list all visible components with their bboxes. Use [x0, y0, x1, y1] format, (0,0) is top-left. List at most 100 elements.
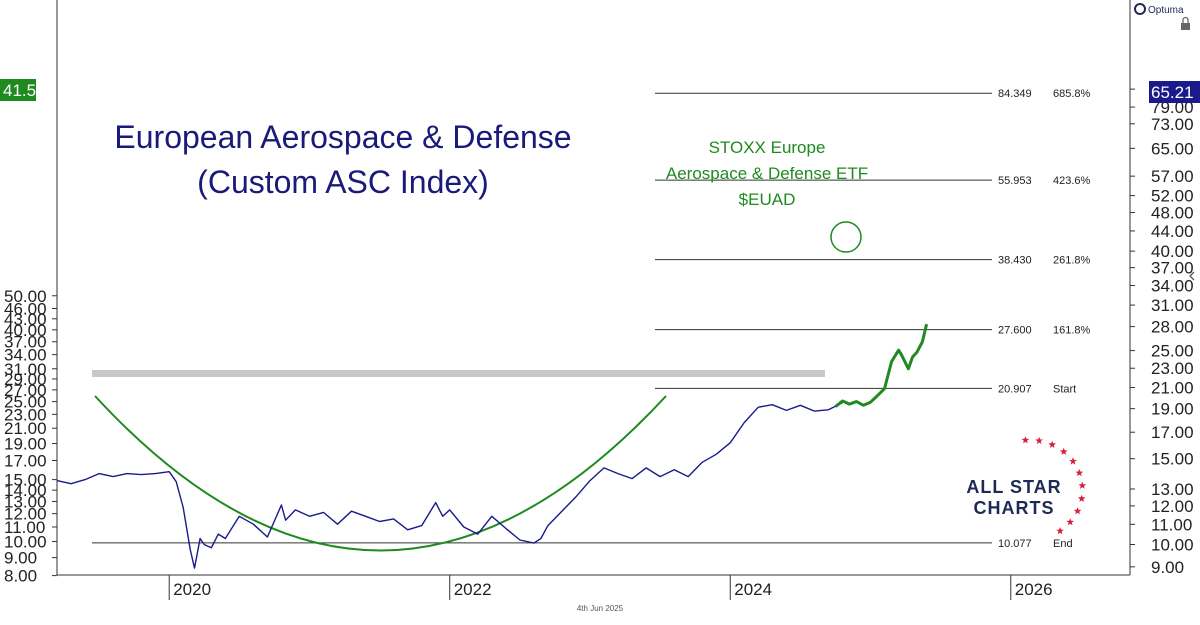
collapse-arrow-icon[interactable]: [1189, 271, 1195, 281]
right-tick-label: 37.00: [1151, 259, 1194, 278]
left-tick-label: 37.00: [4, 333, 47, 352]
etf-label-line1: STOXX Europe: [709, 138, 826, 157]
index-series-line: [56, 402, 843, 569]
left-tick-label: 11.00: [4, 518, 45, 537]
logo-star: [1048, 440, 1056, 448]
left-tick-label: 15.00: [4, 471, 47, 490]
left-tick-label: 9.00: [4, 549, 37, 568]
right-tick-label: 19.00: [1151, 400, 1194, 419]
chart-title: European Aerospace & Defense: [114, 119, 571, 155]
right-last-value-badge: [1149, 81, 1200, 103]
breakout-circle: [830, 221, 862, 253]
resistance-band: [92, 370, 825, 377]
fib-level-label: 685.8%: [1053, 88, 1091, 100]
left-last-value-badge: [0, 79, 36, 101]
right-tick-label: 40.00: [1151, 242, 1194, 261]
right-tick-label: 34.00: [1151, 277, 1194, 296]
left-axis: 50.0046.0043.0040.0037.0034.0031.0029.00…: [4, 287, 57, 586]
right-tick-label: 52.00: [1151, 187, 1194, 206]
fib-level-label: End: [1053, 538, 1073, 550]
right-axis: 86.0079.0073.0065.0057.0052.0048.0044.00…: [1130, 80, 1194, 577]
fib-level-value: 10.077: [998, 538, 1032, 550]
left-tick-label: 17.00: [4, 452, 47, 471]
fib-level-value: 38.430: [998, 255, 1032, 267]
right-tick-label: 25.00: [1151, 342, 1194, 361]
logo-star: [1056, 527, 1064, 535]
optuma-brand: Optuma: [1148, 5, 1184, 16]
logo-star: [1035, 436, 1043, 444]
fib-levels: 84.349 685.8% 55.953 423.6% 38.430 261.8% 27.6…: [92, 88, 1091, 550]
fib-level-value: 84.349: [998, 88, 1032, 100]
right-tick-label: 10.00: [1151, 536, 1194, 555]
right-tick-label: 23.00: [1151, 359, 1194, 378]
logo-star: [1069, 457, 1077, 465]
right-tick-label: 73.00: [1151, 115, 1194, 134]
chart-subtitle: (Custom ASC Index): [197, 164, 489, 200]
right-tick-label: 15.00: [1151, 450, 1194, 469]
right-tick-label: 57.00: [1151, 167, 1194, 186]
logo-line1: ALL STAR: [966, 477, 1061, 497]
x-tick-label: 2020: [173, 580, 211, 599]
logo-star: [1078, 481, 1087, 489]
x-tick-label: 2024: [734, 580, 772, 599]
x-tick-label: 2026: [1015, 580, 1053, 599]
fib-level-label: 161.8%: [1053, 325, 1091, 337]
fib-level-value: 20.907: [998, 383, 1032, 395]
logo-star: [1073, 507, 1082, 515]
x-tick-label: 2022: [454, 580, 492, 599]
left-tick-label: 21.00: [4, 419, 47, 438]
left-tick-label: 50.00: [4, 287, 47, 306]
right-tick-label: 31.00: [1151, 296, 1194, 315]
left-tick-label: 31.00: [4, 360, 47, 379]
etf-label-line2: Aerospace & Defense ETF: [666, 164, 868, 183]
right-last-value: 65.21: [1151, 83, 1194, 102]
left-tick-label: 25.00: [4, 393, 47, 412]
etf-label-line3: $EUAD: [739, 190, 796, 209]
left-tick-label: 23.00: [4, 405, 47, 424]
left-tick-label: 34.00: [4, 346, 47, 365]
fib-level-label: 423.6%: [1053, 175, 1091, 187]
lock-icon: [1181, 16, 1190, 30]
fib-level-label: Start: [1053, 383, 1076, 395]
right-tick-label: 13.00: [1151, 480, 1194, 499]
right-tick-label: 21.00: [1151, 378, 1194, 397]
right-tick-label: 9.00: [1151, 558, 1184, 577]
left-tick-label: 40.00: [4, 321, 47, 340]
x-axis: 2020 2022 2024 2026: [168, 575, 1053, 600]
right-tick-label: 65.00: [1151, 139, 1194, 158]
logo-star-ring-icon: [1021, 436, 1087, 535]
left-tick-label: 29.00: [4, 370, 47, 389]
left-tick-label: 19.00: [4, 435, 47, 454]
left-tick-label: 8.00: [4, 567, 37, 586]
left-tick-label: 10.00: [4, 533, 47, 552]
left-tick-label: 46.00: [4, 300, 47, 319]
left-tick-label: 12.00: [4, 505, 47, 524]
left-tick-label: 13.00: [4, 492, 47, 511]
fib-level-value: 27.600: [998, 325, 1032, 337]
right-tick-label: 44.00: [1151, 222, 1194, 241]
etf-series-line: [834, 323, 929, 408]
series-layer: [56, 323, 929, 569]
left-last-value: 41.54: [3, 81, 46, 100]
left-tick-label: 27.00: [4, 381, 47, 400]
optuma-logo-icon: [1134, 3, 1146, 15]
fib-level-value: 55.953: [998, 175, 1032, 187]
logo-star: [1059, 447, 1068, 455]
allstarcharts-logo: ALL STAR CHARTS: [966, 436, 1087, 535]
right-tick-label: 28.00: [1151, 318, 1194, 337]
right-tick-label: 11.00: [1151, 515, 1192, 534]
footer-date: 4th Jun 2025: [577, 604, 624, 613]
right-tick-label: 12.00: [1151, 497, 1194, 516]
right-tick-label: 48.00: [1151, 204, 1194, 223]
left-tick-label: 14.00: [4, 481, 47, 500]
right-tick-label: 17.00: [1151, 423, 1194, 442]
fib-level-label: 261.8%: [1053, 255, 1091, 267]
logo-star: [1066, 518, 1074, 526]
logo-star: [1021, 436, 1030, 444]
left-tick-label: 43.00: [4, 310, 47, 329]
logo-line2: CHARTS: [974, 498, 1055, 518]
rounding-bottom-arc: [94, 395, 667, 552]
logo-star: [1075, 468, 1084, 477]
